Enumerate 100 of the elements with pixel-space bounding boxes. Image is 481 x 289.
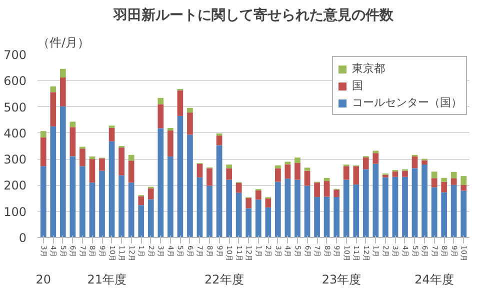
bar [128,182,134,238]
bar [431,178,438,188]
bar [450,172,457,178]
legend-label: 国 [352,78,364,93]
bar [89,156,96,160]
bar [450,178,457,185]
text: 20 [36,272,52,286]
bar [226,180,232,238]
bar [80,148,86,166]
bar [60,106,66,238]
bar [304,170,310,186]
bar [392,171,398,177]
bar [324,196,330,238]
bar [226,164,232,168]
bar [334,196,340,238]
bar [441,192,448,238]
bar [216,133,222,136]
bar [70,156,76,238]
bar [108,141,115,238]
bar [255,200,262,238]
y-tick-label: 300 [4,152,26,167]
text: 21年度 [87,272,127,286]
bar [177,116,184,238]
bar [40,131,46,138]
bar [118,175,124,238]
bar [255,190,262,200]
bar [196,164,203,178]
bar [294,162,300,180]
bar [216,136,222,146]
bar [265,207,272,238]
bar [148,199,154,238]
bar [284,164,291,179]
bar [128,160,134,183]
bar [99,158,105,171]
y-tick-label: 600 [4,74,26,88]
bar [50,92,56,126]
bar [343,180,350,238]
bar [158,128,164,238]
bar [40,166,46,238]
text: 23年度 [322,272,362,286]
bar [187,134,193,238]
bar [70,127,76,156]
y-axis-title: （件/月） [38,36,90,50]
bar [362,157,369,170]
bar [246,208,252,238]
bar [402,176,408,238]
bar [372,153,379,164]
bar [167,128,174,130]
y-tick-label: 400 [4,126,26,140]
bar [226,168,232,180]
chart-title: 羽田新ルートに関して寄せられた意見の件数 [112,6,394,24]
bar [460,176,467,185]
bar [412,156,418,168]
bar [284,162,291,164]
bar [460,184,467,191]
bar [216,145,222,238]
bar [60,78,66,106]
bar [431,172,438,178]
bar [158,104,164,128]
bar [108,128,115,142]
bar [89,182,96,238]
bar [196,177,203,238]
bar [392,176,398,238]
bar [382,174,388,178]
text: 22年度 [204,272,244,286]
bar [187,112,193,135]
bar [167,156,174,238]
bar [128,154,134,161]
bar [343,166,350,180]
bar [294,158,300,163]
bar [314,182,320,197]
bar [177,90,184,116]
bar [382,177,388,238]
bar [138,205,144,238]
y-tick-label: 500 [4,100,26,114]
bar [118,148,124,176]
bar [314,196,320,238]
bar [304,186,310,238]
legend-label: コールセンター（国） [352,95,462,110]
bar [460,190,467,238]
bar [431,187,438,238]
bar [362,169,369,238]
bar [236,182,242,193]
bar [422,164,428,238]
bar [334,190,340,197]
y-tick-label: 0 [18,231,27,245]
bar [80,166,86,238]
bar [99,170,105,238]
bar [422,160,428,165]
bar [372,150,379,154]
bar [275,168,281,182]
bar [441,178,448,182]
bar [148,188,154,200]
bar [206,168,212,186]
bar [60,68,66,78]
bar [294,180,300,238]
bar [187,108,193,113]
bar [265,198,272,208]
bar [206,186,212,238]
bar [275,182,281,238]
